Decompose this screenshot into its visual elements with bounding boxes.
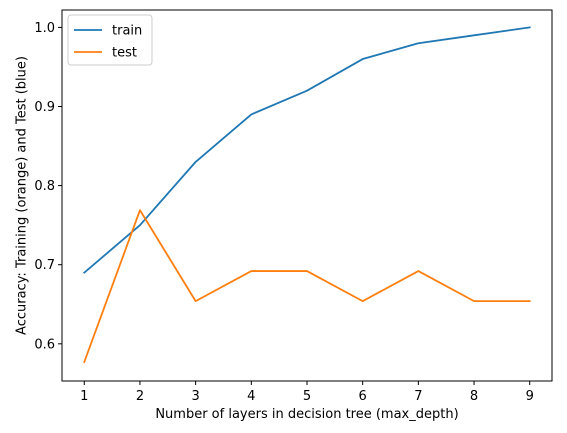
- x-tick-label: 3: [191, 389, 199, 404]
- y-tick-label: 0.7: [34, 258, 55, 273]
- x-tick-label: 7: [414, 389, 422, 404]
- x-tick-label: 9: [526, 389, 534, 404]
- x-tick-label: 6: [359, 389, 367, 404]
- y-axis: 0.6 0.7 0.8 0.9 1.0: [34, 21, 62, 352]
- x-tick-label: 1: [80, 389, 88, 404]
- legend: train test: [68, 15, 152, 65]
- legend-label-train: train: [112, 24, 142, 39]
- x-tick-label: 5: [303, 389, 311, 404]
- legend-box: [68, 15, 152, 65]
- y-tick-label: 0.8: [34, 179, 55, 194]
- y-tick-label: 0.6: [34, 337, 55, 352]
- x-tick-label: 4: [247, 389, 255, 404]
- plot-frame: [62, 10, 552, 381]
- x-tick-label: 2: [136, 389, 144, 404]
- legend-label-test: test: [112, 46, 137, 61]
- x-tick-label: 8: [470, 389, 478, 404]
- x-axis-label: Number of layers in decision tree (max_d…: [155, 407, 458, 422]
- series-line-test: [84, 210, 529, 362]
- y-axis-label: Accuracy: Training (orange) and Test (bl…: [15, 56, 30, 335]
- plot-lines: [84, 27, 529, 362]
- y-tick-label: 0.9: [34, 100, 55, 115]
- y-tick-label: 1.0: [34, 21, 55, 36]
- x-axis: 1 2 3 4 5 6 7 8 9: [80, 381, 534, 404]
